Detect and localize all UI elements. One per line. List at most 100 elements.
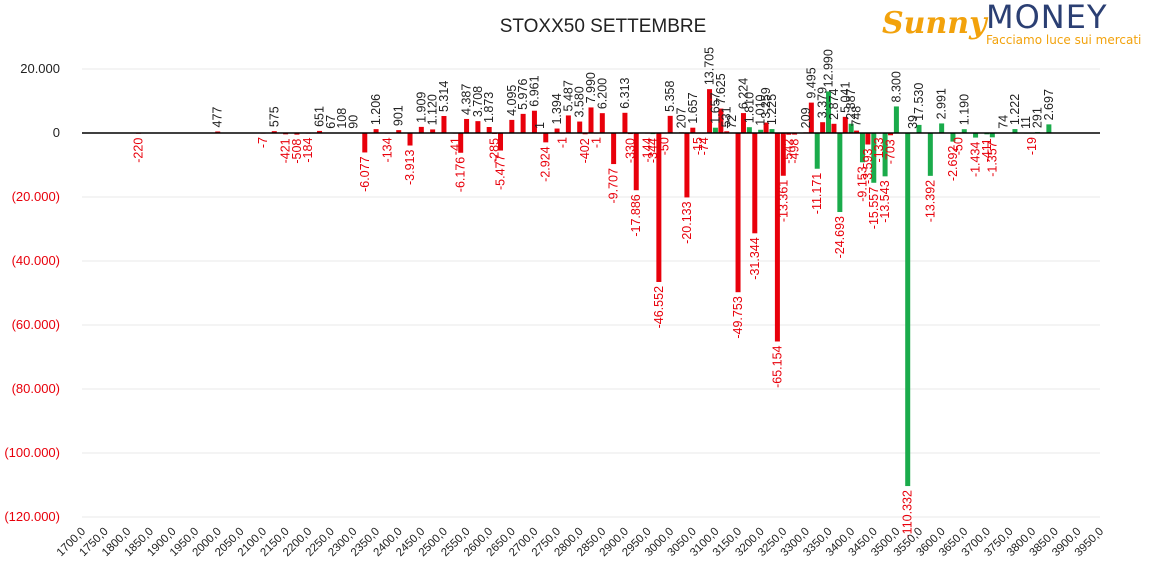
data-label: 575 xyxy=(267,106,281,127)
data-label: -13.392 xyxy=(923,180,937,222)
bar xyxy=(740,113,746,133)
data-label: -31.344 xyxy=(748,237,762,279)
bar xyxy=(854,130,860,133)
data-label: 5.487 xyxy=(561,80,575,111)
bar xyxy=(509,119,515,133)
bar xyxy=(373,129,379,133)
bar xyxy=(486,127,492,133)
data-label: 67 xyxy=(324,115,338,129)
data-label: 3.580 xyxy=(573,86,587,117)
data-label: 1.190 xyxy=(957,94,971,125)
data-label: 1.873 xyxy=(482,92,496,123)
data-label: 1.225 xyxy=(765,94,779,125)
data-label: -19 xyxy=(1025,137,1039,155)
y-tick-label: (20.000) xyxy=(12,189,60,204)
bar xyxy=(842,116,848,133)
data-label: 1.394 xyxy=(550,93,564,124)
data-label: 209 xyxy=(799,107,813,128)
data-label: 1.657 xyxy=(686,92,700,123)
bar xyxy=(441,115,447,133)
bar xyxy=(684,133,690,198)
data-label: 9.495 xyxy=(804,67,818,98)
data-label: 5.041 xyxy=(838,82,852,113)
bar xyxy=(820,122,826,133)
bar xyxy=(464,118,470,133)
bar xyxy=(577,121,583,133)
data-label: -133 xyxy=(872,137,886,162)
bar xyxy=(786,133,792,135)
data-label: 17.530 xyxy=(912,83,926,121)
data-label: -402 xyxy=(578,138,592,163)
data-label: -46.552 xyxy=(652,286,666,328)
data-label: -2.692 xyxy=(946,146,960,181)
data-label: -6.077 xyxy=(358,156,372,191)
bar xyxy=(848,123,854,133)
y-tick-label: 0 xyxy=(53,125,60,140)
data-label: -1.357 xyxy=(985,141,999,176)
bar xyxy=(430,129,436,133)
bar xyxy=(882,133,888,177)
bar xyxy=(656,133,662,282)
data-label: 7.625 xyxy=(714,73,728,104)
data-label: -6.176 xyxy=(454,157,468,192)
data-label: 1.206 xyxy=(369,94,383,125)
bar xyxy=(989,133,995,138)
logo-sunny-text: Sunny xyxy=(882,6,987,41)
data-label: 1.657 xyxy=(708,92,722,123)
bar xyxy=(531,110,537,133)
bar xyxy=(565,115,571,133)
data-label: 4.095 xyxy=(505,85,519,116)
data-label: 1.810 xyxy=(742,92,756,123)
bar xyxy=(418,126,424,133)
bar xyxy=(588,107,594,133)
bar xyxy=(611,133,617,165)
bar xyxy=(746,127,752,133)
data-label: -110.332 xyxy=(901,490,915,538)
data-label: 1.120 xyxy=(426,94,440,125)
data-label: -542 xyxy=(782,139,796,164)
data-label: -703 xyxy=(884,139,898,164)
bar xyxy=(831,123,837,133)
data-label: -411 xyxy=(980,138,994,162)
data-label: -7 xyxy=(256,137,270,148)
bar xyxy=(871,133,877,183)
bar xyxy=(633,133,639,191)
bar xyxy=(271,131,277,133)
data-label: -184 xyxy=(301,138,315,163)
data-label: 6.224 xyxy=(736,78,750,109)
bar xyxy=(859,133,865,163)
bar xyxy=(973,133,979,138)
bar xyxy=(950,133,956,142)
data-label: -421 xyxy=(279,138,293,163)
data-label: -65.154 xyxy=(770,345,784,387)
data-label: 5.358 xyxy=(663,81,677,112)
data-label: 1 xyxy=(533,122,547,129)
bar xyxy=(939,123,945,133)
data-label: -9.707 xyxy=(607,168,621,203)
data-label: 2.697 xyxy=(1042,89,1056,120)
bar xyxy=(888,133,894,136)
data-label: 6.200 xyxy=(595,78,609,109)
data-label: 901 xyxy=(392,105,406,126)
bar xyxy=(707,89,713,133)
bar xyxy=(520,113,526,133)
data-label: -2.924 xyxy=(539,146,553,181)
data-label: 2.887 xyxy=(844,88,858,119)
y-tick-label: (100.000) xyxy=(4,445,60,460)
data-label: 4.387 xyxy=(460,84,474,115)
data-label: 3.259 xyxy=(759,87,773,118)
data-label: 6.961 xyxy=(527,75,541,106)
bar xyxy=(1046,124,1052,133)
bar xyxy=(927,133,933,176)
y-tick-label: (80.000) xyxy=(12,381,60,396)
data-label: 207 xyxy=(674,107,688,128)
data-label: -9.153 xyxy=(855,166,869,201)
data-label: -50 xyxy=(657,137,671,155)
bar xyxy=(916,124,922,133)
bar xyxy=(893,106,899,133)
bar xyxy=(718,108,724,133)
bar xyxy=(407,133,413,146)
data-label: 1.909 xyxy=(414,92,428,123)
